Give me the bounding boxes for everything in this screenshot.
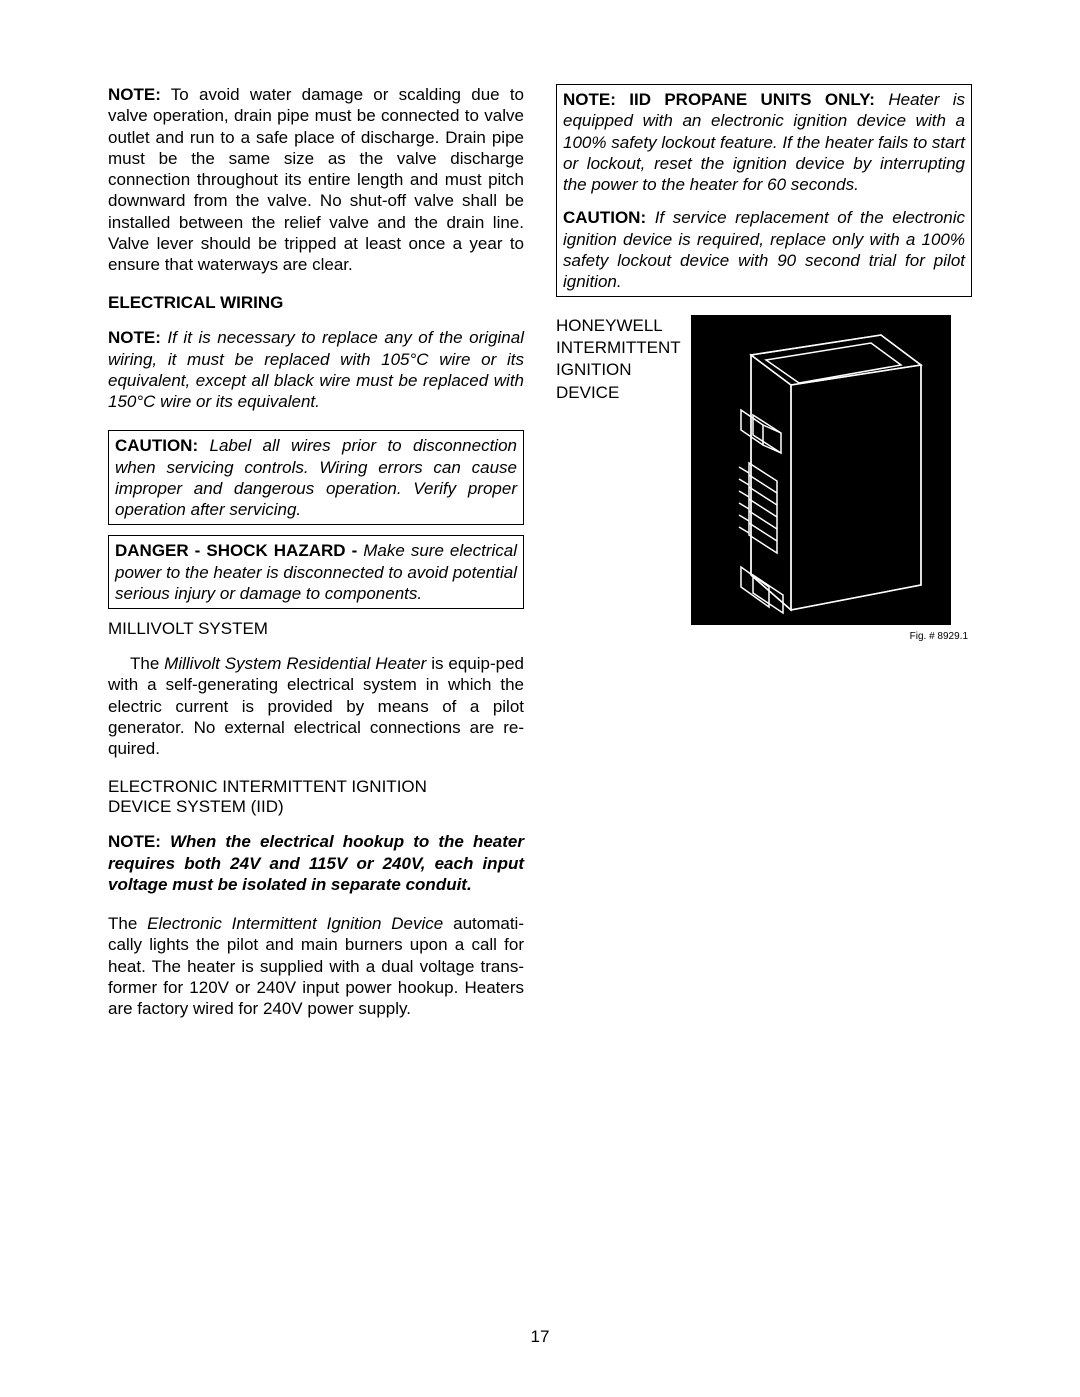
figure-svg-wrap: Fig. # 8929.1 xyxy=(691,315,972,642)
heading-electrical-wiring: ELECTRICAL WIRING xyxy=(108,293,524,313)
note-text: To avoid water damage or scalding due to… xyxy=(108,85,524,274)
fig-label-line: DEVICE xyxy=(556,382,681,404)
right-column: NOTE: IID PROPANE UNITS ONLY: Heater is … xyxy=(556,84,972,1037)
line2: DEVICE SYSTEM (IID) xyxy=(108,797,284,816)
subhead-iid: ELECTRONIC INTERMITTENT IGNITION DEVICE … xyxy=(108,777,524,817)
note-conduit: NOTE: When the electrical hookup to the … xyxy=(108,831,524,895)
note-label: NOTE: IID PROPANE UNITS ONLY: xyxy=(563,90,875,109)
left-column: NOTE: To avoid water damage or scalding … xyxy=(108,84,524,1037)
text: The xyxy=(130,654,164,673)
caution-box-wiring: CAUTION: Label all wires prior to discon… xyxy=(108,430,524,525)
figure-label: HONEYWELL INTERMITTENT IGNITION DEVICE xyxy=(556,315,681,403)
para-millivolt: The Millivolt System Residential Heater … xyxy=(108,653,524,759)
two-column-layout: NOTE: To avoid water damage or scalding … xyxy=(108,84,972,1037)
honeywell-device-icon xyxy=(691,315,951,625)
figure-honeywell-device: HONEYWELL INTERMITTENT IGNITION DEVICE xyxy=(556,315,972,642)
note-label: NOTE: xyxy=(108,328,161,347)
danger-box-shock: DANGER - SHOCK HAZARD - Make sure electr… xyxy=(108,535,524,609)
note-drain-pipe: NOTE: To avoid water damage or scalding … xyxy=(108,84,524,275)
note-label: NOTE: xyxy=(108,85,161,104)
caution-label: CAUTION: xyxy=(563,208,646,227)
caution-label: CAUTION: xyxy=(115,436,198,455)
note-wiring-replace: NOTE: If it is necessary to replace any … xyxy=(108,327,524,412)
text: The xyxy=(108,914,147,933)
figure-caption: Fig. # 8929.1 xyxy=(691,631,972,642)
para-iid: The Electronic Intermittent Ignition Dev… xyxy=(108,913,524,1019)
note-box-iid-propane: NOTE: IID PROPANE UNITS ONLY: Heater is … xyxy=(556,84,972,297)
fig-label-line: HONEYWELL xyxy=(556,315,681,337)
text-italic: Millivolt System Residential Heater xyxy=(164,654,426,673)
text-italic: Electronic Intermittent Ignition Device xyxy=(147,914,443,933)
line1: ELECTRONIC INTERMITTENT IGNITION xyxy=(108,777,427,796)
fig-label-line: INTERMITTENT xyxy=(556,337,681,359)
subhead-millivolt: MILLIVOLT SYSTEM xyxy=(108,619,524,639)
fig-label-line: IGNITION xyxy=(556,359,681,381)
note-text: If it is necessary to replace any of the… xyxy=(108,328,524,411)
note-label: NOTE: xyxy=(108,832,161,851)
page-number: 17 xyxy=(0,1327,1080,1347)
note-text: When the electrical hookup to the heater… xyxy=(108,832,524,894)
danger-label: DANGER - SHOCK HAZARD - xyxy=(115,541,357,560)
